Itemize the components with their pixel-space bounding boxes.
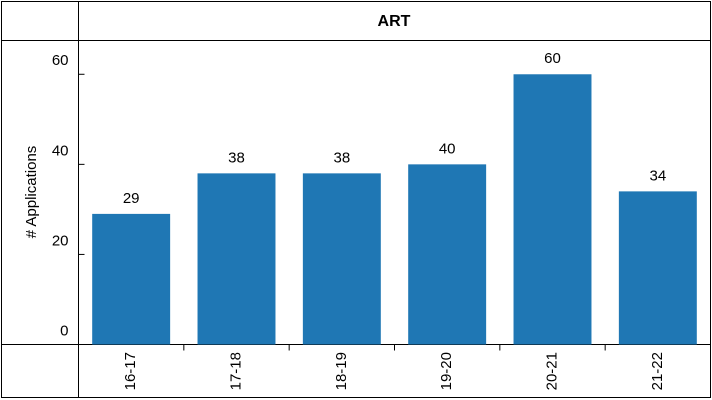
bar [408,164,487,345]
bar [92,213,171,345]
x-tick-label: 17-18 [227,352,244,390]
bar [302,173,381,345]
value-label: 40 [439,140,456,157]
bar [618,191,697,345]
bar [197,173,276,345]
y-axis-label: # Applications [23,146,40,239]
x-tick-label: 18-19 [333,352,350,390]
x-tick-label: 21-22 [649,352,666,390]
chart-title: ART [378,13,411,30]
y-tick-label: 40 [52,142,69,159]
y-tick-label: 0 [60,322,68,339]
x-tick-label: 16-17 [122,352,139,390]
x-tick-label: 20-21 [543,352,560,390]
value-label: 38 [228,149,245,166]
y-tick-label: 20 [52,232,69,249]
x-tick-label: 19-20 [438,352,455,390]
value-label: 38 [333,149,350,166]
bar [513,74,592,345]
value-label: 34 [649,167,666,184]
y-tick-label: 60 [52,52,69,69]
value-label: 29 [123,190,140,207]
value-label: 60 [544,50,561,67]
